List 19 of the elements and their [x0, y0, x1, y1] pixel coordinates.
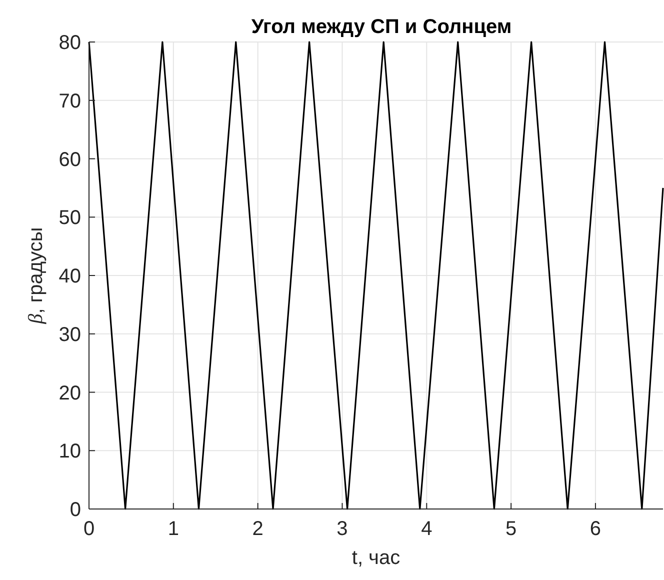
y-tick-label: 80: [58, 32, 81, 54]
y-axis-title: β, градусы: [25, 227, 47, 325]
y-tick-label: 50: [58, 207, 81, 230]
x-tick-label: 2: [252, 518, 264, 540]
y-tick-label: 20: [58, 382, 81, 404]
y-tick-label: 30: [58, 324, 81, 346]
x-tick-label: 1: [168, 518, 179, 540]
y-tick-label: 70: [58, 90, 81, 112]
y-tick-label: 40: [58, 266, 81, 288]
y-tick-label: 0: [70, 499, 81, 521]
x-tick-label: 3: [336, 518, 348, 540]
x-tick-label: 4: [421, 518, 432, 540]
x-tick-label: 6: [590, 518, 602, 540]
y-tick-label: 10: [58, 440, 81, 463]
x-axis-title: t, час: [352, 547, 400, 569]
x-tick-label: 5: [505, 518, 517, 540]
y-tick-label: 60: [58, 148, 81, 171]
chart-title: Угол между СП и Солнцем: [251, 16, 512, 38]
x-tick-label: 0: [83, 518, 95, 540]
